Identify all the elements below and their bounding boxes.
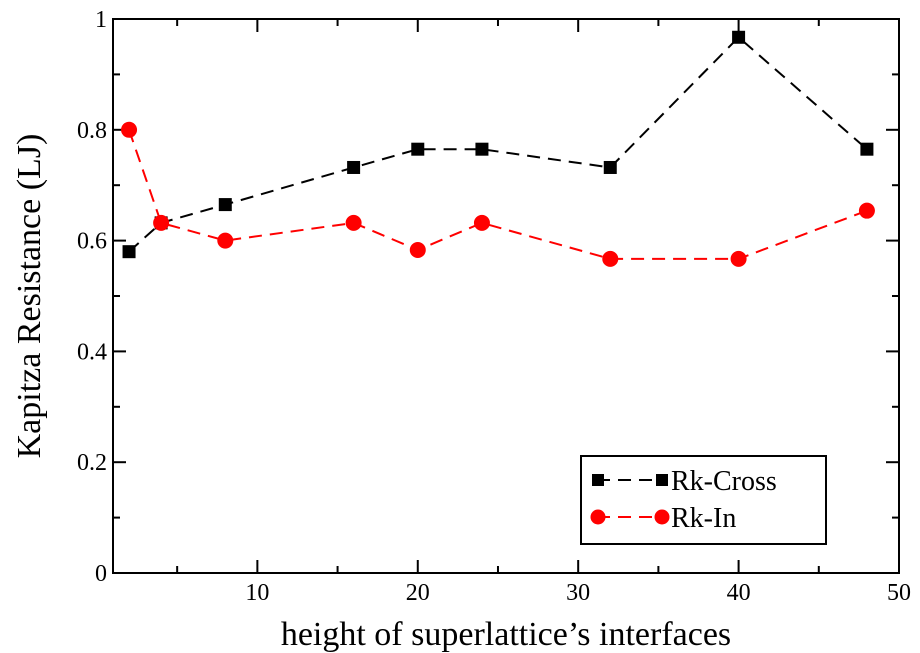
legend-marker-rk-in (590, 509, 606, 525)
legend-label-rk-in: Rk-In (671, 503, 736, 534)
data-point-rk-in (602, 250, 619, 267)
y-tick-label: 0 (95, 561, 107, 587)
data-point-rk-in (153, 214, 170, 231)
y-tick-label: 0.6 (77, 229, 107, 255)
data-point-rk-in (121, 121, 138, 138)
legend: Rk-Cross Rk-In (580, 455, 827, 545)
legend-marker-rk-cross (592, 474, 604, 486)
legend-label-rk-cross: Rk-Cross (671, 466, 777, 497)
data-point-rk-cross (411, 142, 425, 156)
y-tick-label: 0.8 (77, 118, 107, 144)
y-axis-ticks: 0 0.2 0.4 0.6 0.8 1 (77, 7, 899, 587)
data-point-rk-cross (347, 160, 361, 174)
x-tick-label: 40 (727, 580, 751, 606)
series-layer (121, 30, 875, 267)
x-axis-ticks: 10 20 30 40 50 (176, 19, 911, 606)
data-point-rk-in (217, 232, 234, 249)
series-line-rk-in (128, 129, 868, 260)
data-point-rk-in (473, 214, 490, 231)
x-tick-label: 20 (406, 580, 430, 606)
x-tick-label: 10 (245, 580, 269, 606)
legend-marker-rk-in-end (654, 509, 670, 525)
data-point-rk-cross (860, 142, 874, 156)
x-axis-label: height of superlattice’s interfaces (281, 616, 731, 653)
data-point-rk-in (730, 250, 747, 267)
x-tick-label: 30 (566, 580, 590, 606)
data-point-rk-cross (475, 142, 489, 156)
x-tick-label: 50 (887, 580, 911, 606)
data-point-rk-in (858, 202, 875, 219)
data-point-rk-in (345, 214, 362, 231)
data-point-rk-cross (122, 245, 136, 259)
series-line-rk-cross (128, 36, 868, 253)
data-point-rk-cross (218, 198, 232, 212)
legend-box (580, 455, 827, 545)
y-tick-label: 0.2 (77, 450, 107, 476)
y-axis-label: Kapitza Resistance (LJ) (11, 134, 48, 459)
y-tick-label: 1 (95, 7, 107, 33)
data-point-rk-in (409, 242, 426, 259)
y-tick-label: 0.4 (77, 339, 107, 365)
data-point-rk-cross (603, 160, 617, 174)
legend-marker-rk-cross-end (656, 474, 668, 486)
data-point-rk-cross (732, 30, 746, 44)
